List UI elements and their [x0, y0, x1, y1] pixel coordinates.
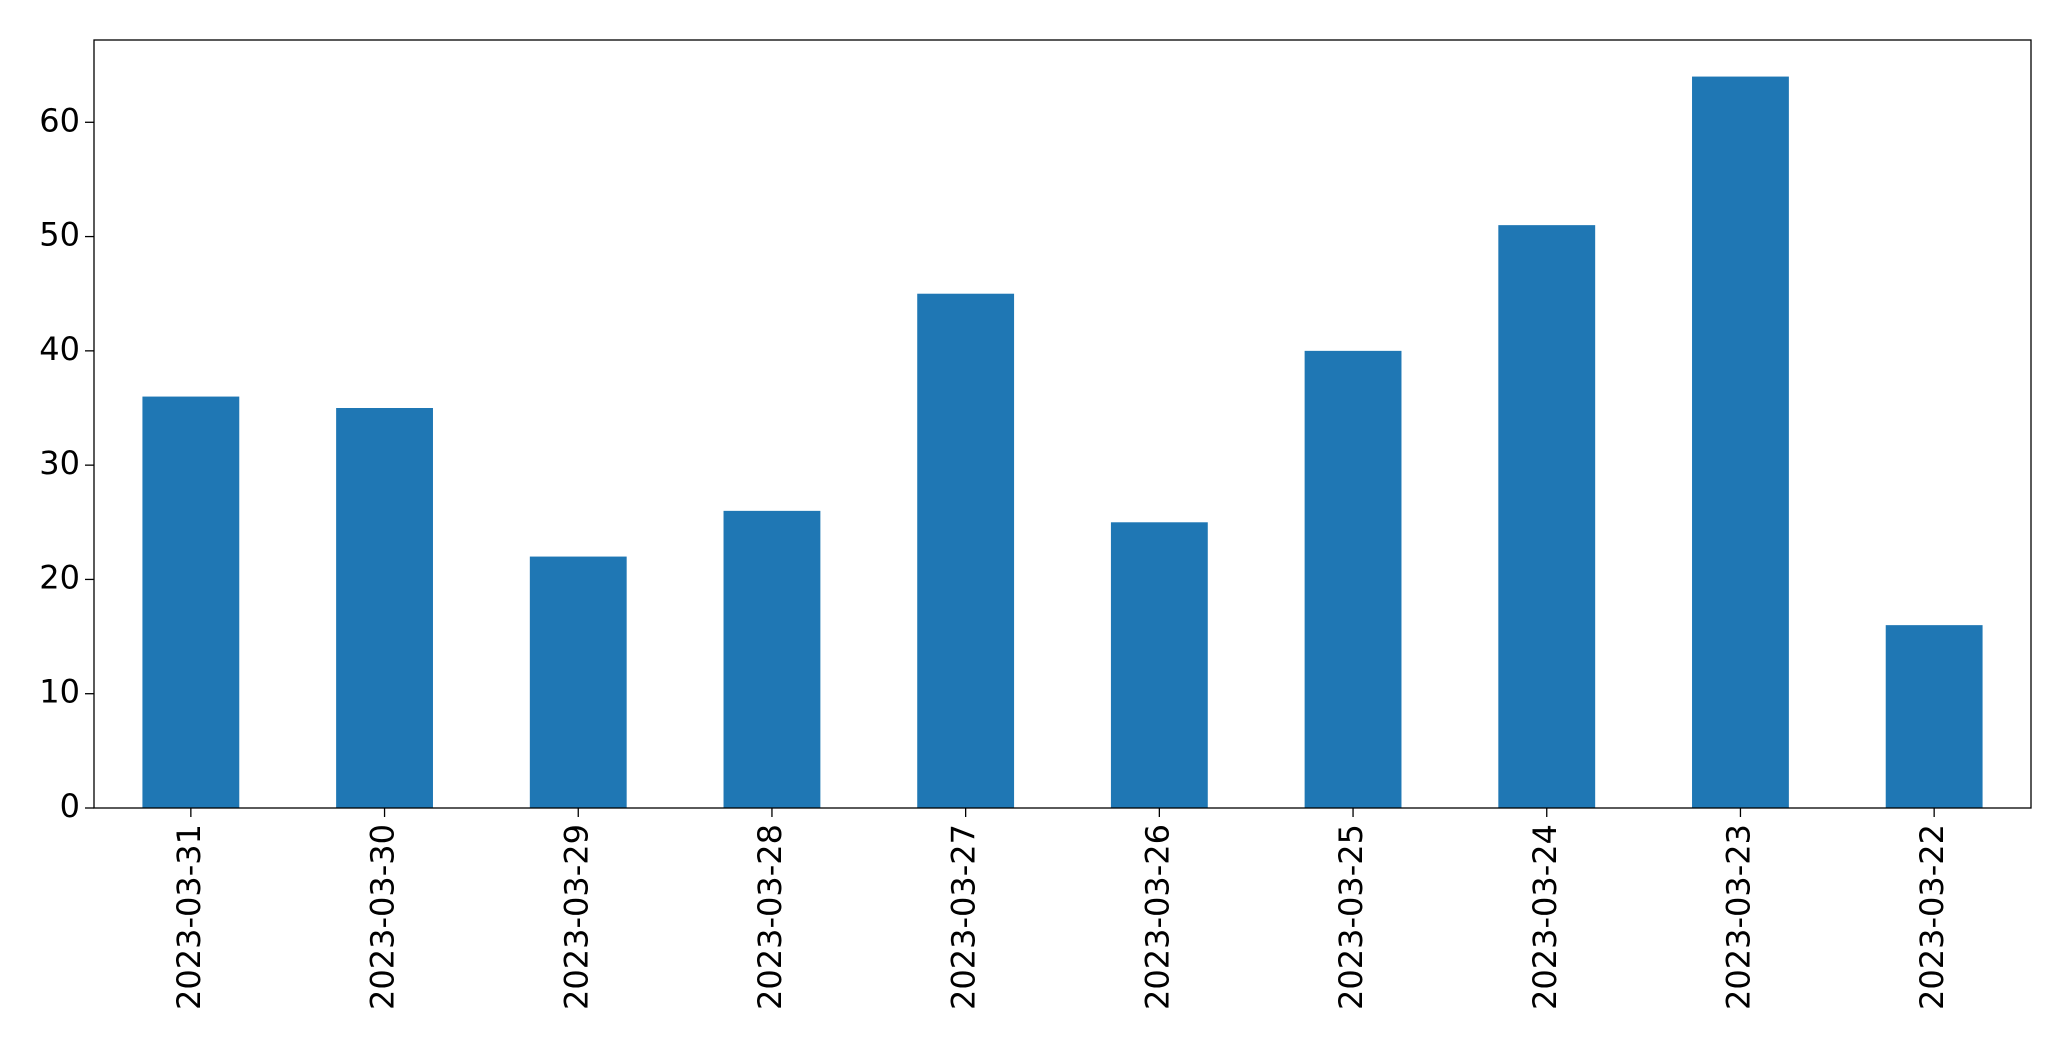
plot-frame [93, 39, 2032, 809]
x-tick-label: 2023-03-31 [170, 824, 208, 1010]
y-tick-label: 10 [39, 673, 80, 711]
x-tick-label: 2023-03-26 [1138, 824, 1176, 1010]
x-tick-label: 2023-03-23 [1719, 824, 1757, 1010]
x-tick-label: 2023-03-28 [751, 824, 789, 1010]
bar [142, 396, 240, 808]
bar [917, 293, 1015, 808]
y-tick-label: 50 [39, 216, 80, 254]
x-tick-label: 2023-03-25 [1332, 824, 1370, 1010]
bar [723, 510, 821, 808]
bar [1498, 225, 1596, 809]
y-tick-label: 0 [60, 787, 80, 825]
x-tick-label: 2023-03-29 [557, 824, 595, 1010]
bar [1885, 625, 1983, 808]
bar [1110, 522, 1208, 808]
y-tick-label: 60 [39, 101, 80, 139]
y-tick-label: 40 [39, 330, 80, 368]
x-tick-label: 2023-03-30 [364, 824, 402, 1010]
x-tick-label: 2023-03-22 [1913, 824, 1951, 1010]
bar [1304, 350, 1402, 808]
y-tick-label: 30 [39, 444, 80, 482]
y-tick-label: 20 [39, 558, 80, 596]
bar [1692, 76, 1789, 809]
x-tick-label: 2023-03-27 [945, 824, 983, 1010]
bar [336, 408, 433, 808]
bar [529, 556, 627, 808]
x-tick-label: 2023-03-24 [1526, 824, 1564, 1010]
